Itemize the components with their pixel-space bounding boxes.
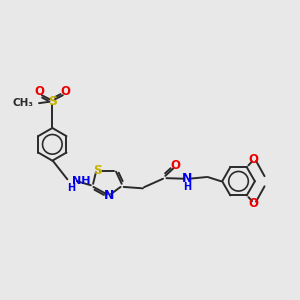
Text: S: S — [48, 95, 57, 108]
Text: CH₃: CH₃ — [13, 98, 34, 108]
Text: O: O — [249, 197, 259, 210]
Text: O: O — [34, 85, 45, 98]
Text: H: H — [67, 183, 75, 193]
Text: NH: NH — [72, 176, 91, 186]
Text: N: N — [104, 189, 114, 202]
Text: O: O — [60, 85, 70, 98]
Text: N: N — [182, 172, 192, 185]
Text: S: S — [93, 164, 102, 177]
Text: O: O — [170, 159, 181, 172]
Text: O: O — [249, 153, 259, 166]
Text: H: H — [183, 182, 191, 192]
